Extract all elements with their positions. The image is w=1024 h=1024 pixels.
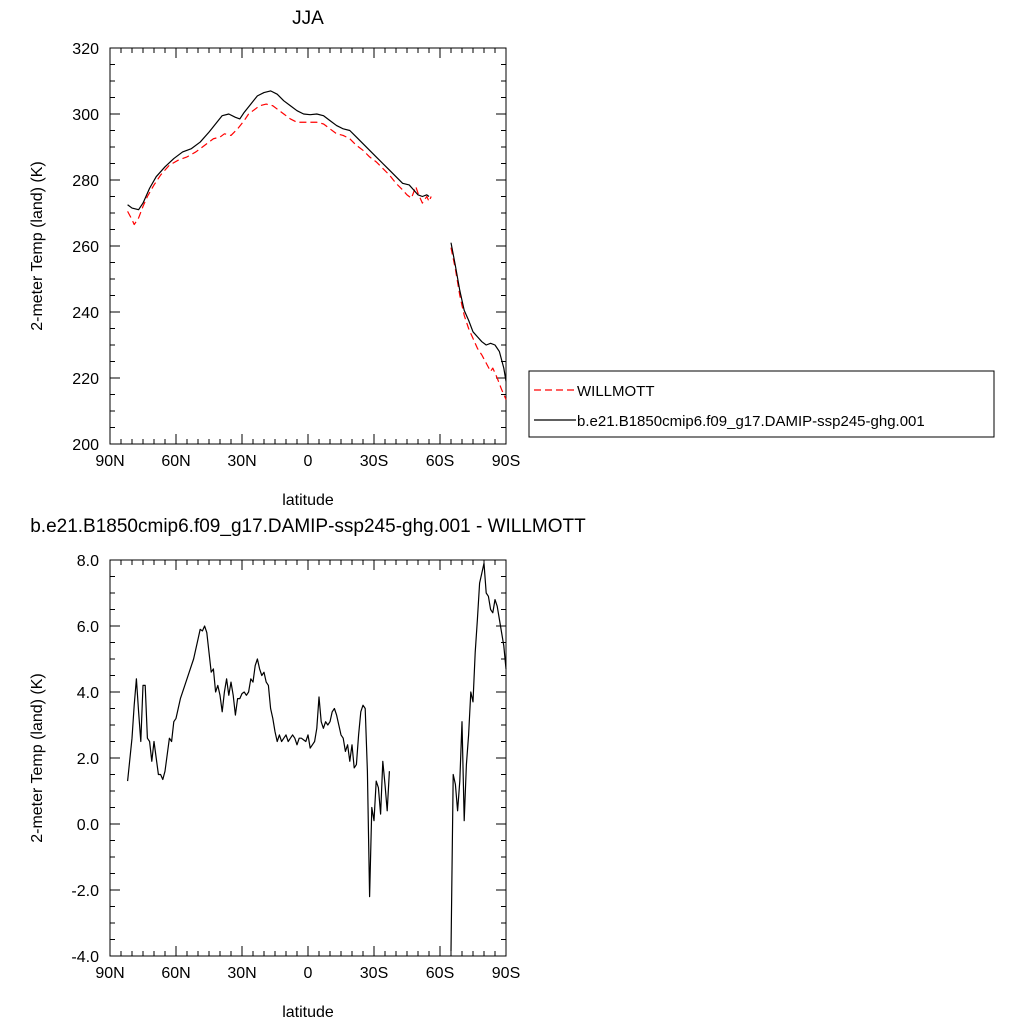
willmott-series-line [127, 103, 432, 226]
top-x-axis-label: latitude [282, 492, 334, 509]
x-tick-label: 90N [95, 453, 124, 470]
bottom-plot-frame [109, 559, 507, 957]
top-panel: JJA 90N 60N 30N 0 30S 60S 90S 200 220 240 260 280 30… [29, 8, 520, 509]
bottom-panel: b.e21.B1850cmip6.f09_g17.DAMIP-ssp245-gh… [29, 516, 586, 1021]
x-tick-label: 60S [426, 965, 454, 982]
x-tick-label: 0 [304, 965, 313, 982]
bottom-series [127, 562, 507, 952]
x-tick-label: 30S [360, 965, 388, 982]
top-chart-title: JJA [292, 8, 324, 29]
top-plot-frame [109, 47, 507, 445]
x-tick-label: 60N [161, 965, 190, 982]
y-tick-label: 280 [72, 173, 99, 190]
model-series-line [127, 90, 430, 211]
y-tick-label: 6.0 [77, 619, 99, 636]
x-tick-label: 30N [227, 453, 256, 470]
legend-box [528, 370, 995, 438]
x-tick-label: 0 [304, 453, 313, 470]
y-tick-label: 320 [72, 41, 99, 58]
bottom-ticks: 90N 60N 30N 0 30S 60S 90S -4.0 -2.0 0.0 2.0 4.0 6.0 8… [71, 553, 520, 982]
bottom-y-axis-label: 2-meter Temp (land) (K) [29, 673, 46, 843]
top-y-axis-label: 2-meter Temp (land) (K) [29, 161, 46, 331]
top-series [127, 90, 507, 400]
x-tick-label: 60N [161, 453, 190, 470]
y-tick-label: 4.0 [77, 685, 99, 702]
model-series-line [127, 625, 390, 898]
legend-label-model: b.e21.B1850cmip6.f09_g17.DAMIP-ssp245-gh… [577, 413, 925, 430]
y-tick-label: 300 [72, 107, 99, 124]
model-series-line [450, 562, 507, 952]
legend: WILLMOTT b.e21.B1850cmip6.f09_g17.DAMIP-… [528, 370, 995, 438]
y-tick-label: 240 [72, 305, 99, 322]
y-tick-label: 2.0 [77, 751, 99, 768]
y-tick-label: 260 [72, 239, 99, 256]
y-tick-label: -4.0 [71, 949, 99, 966]
willmott-series-line [450, 247, 507, 400]
bottom-chart-title: b.e21.B1850cmip6.f09_g17.DAMIP-ssp245-gh… [30, 516, 586, 537]
y-tick-label: 8.0 [77, 553, 99, 570]
x-tick-label: 90S [492, 965, 520, 982]
top-ticks: 90N 60N 30N 0 30S 60S 90S 200 220 240 260 280 300 320 [72, 41, 520, 470]
y-tick-label: 0.0 [77, 817, 99, 834]
y-tick-label: 220 [72, 371, 99, 388]
x-tick-label: 90N [95, 965, 124, 982]
model-series-line [450, 242, 507, 382]
x-tick-label: 30S [360, 453, 388, 470]
bottom-x-axis-label: latitude [282, 1004, 334, 1021]
y-tick-label: 200 [72, 437, 99, 454]
x-tick-label: 30N [227, 965, 256, 982]
legend-label-willmott: WILLMOTT [577, 383, 655, 400]
x-tick-label: 90S [492, 453, 520, 470]
y-tick-label: -2.0 [71, 883, 99, 900]
x-tick-label: 60S [426, 453, 454, 470]
